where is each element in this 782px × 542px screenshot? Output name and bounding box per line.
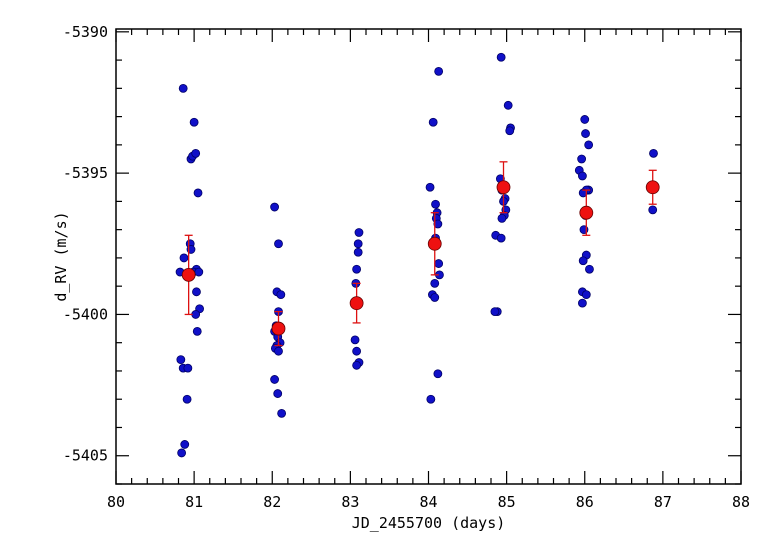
data-point: [578, 188, 588, 198]
data-point: [193, 188, 203, 198]
x-tick-label: 83: [341, 493, 359, 511]
data-point: [192, 326, 202, 336]
axis-ticks: [115, 29, 742, 485]
data-point: [183, 363, 193, 373]
x-tick-label: 88: [732, 493, 750, 511]
data-point: [178, 83, 188, 93]
data-point: [584, 140, 594, 150]
data-point: [191, 310, 201, 319]
binned-point: [496, 180, 511, 195]
data-point: [270, 202, 279, 212]
data-point: [270, 375, 279, 384]
data-point: [182, 394, 192, 404]
x-tick-label: 87: [654, 493, 672, 511]
data-point: [578, 298, 587, 308]
data-point: [194, 267, 204, 277]
data-point: [428, 117, 438, 127]
x-tick-label: 80: [107, 493, 125, 511]
data-point: [649, 148, 658, 158]
data-point: [352, 264, 362, 274]
data-point: [191, 148, 201, 158]
y-axis-label: d_RV (m/s): [52, 211, 70, 301]
binned-point: [645, 180, 660, 195]
y-tick-label: -5400: [63, 305, 108, 323]
x-tick-label: 86: [576, 493, 594, 511]
data-point: [354, 228, 364, 237]
data-point: [578, 171, 587, 181]
data-point: [350, 335, 360, 345]
x-axis-label: JD_2455700 (days): [352, 514, 506, 532]
data-point: [189, 117, 199, 127]
binned-point: [271, 321, 286, 336]
data-point: [497, 213, 507, 223]
data-point: [179, 253, 189, 263]
x-tick-label: 82: [263, 493, 281, 511]
data-point: [648, 205, 658, 215]
x-tick-label: 84: [419, 493, 437, 511]
data-point: [580, 115, 590, 124]
data-point: [353, 247, 363, 257]
data-point: [581, 129, 590, 138]
data-point: [277, 408, 287, 418]
data-point: [578, 256, 588, 266]
binned-point: [427, 236, 442, 251]
y-tick-label: -5395: [63, 164, 108, 182]
data-point: [352, 346, 362, 356]
tick-labels: 80 81 82 83 84 85 86 87 88 -5390 -5395 -5400 -5405: [63, 23, 750, 511]
data-point: [434, 259, 444, 268]
data-point: [430, 293, 440, 302]
data-point: [496, 52, 506, 62]
data-point: [273, 389, 283, 398]
data-point: [176, 355, 186, 365]
data-point: [425, 182, 435, 192]
data-point: [352, 360, 362, 370]
data-point: [276, 290, 286, 300]
data-point: [180, 440, 190, 449]
plot-frame: [115, 28, 742, 485]
data-point: [192, 287, 201, 297]
data-point: [353, 239, 363, 249]
y-tick-label: -5390: [63, 23, 108, 41]
data-point: [274, 239, 283, 249]
data-point: [431, 199, 440, 209]
data-point: [430, 278, 440, 288]
data-points: [175, 52, 658, 458]
data-point: [426, 394, 436, 404]
data-point: [433, 369, 443, 379]
data-point: [433, 219, 443, 229]
data-point: [274, 346, 283, 356]
x-tick-label: 85: [498, 493, 516, 511]
data-point: [177, 448, 187, 458]
binned-points: [181, 161, 660, 347]
data-point: [434, 66, 444, 76]
binned-point: [579, 205, 594, 220]
data-point: [577, 154, 587, 164]
data-point: [490, 307, 500, 317]
x-tick-label: 81: [185, 493, 203, 511]
y-tick-label: -5405: [63, 447, 108, 465]
data-point: [581, 290, 591, 300]
data-point: [503, 100, 513, 110]
binned-point: [181, 267, 196, 282]
data-point: [496, 233, 506, 243]
data-point: [505, 126, 515, 136]
data-point: [585, 264, 594, 274]
binned-point: [349, 296, 364, 311]
